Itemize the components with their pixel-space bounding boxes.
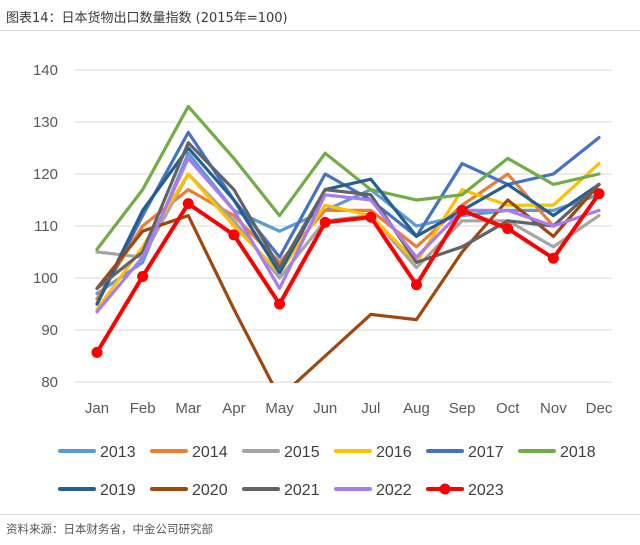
legend-label-2019: 2019 xyxy=(100,482,136,499)
x-tick-label: Oct xyxy=(496,400,520,417)
legend-label-2016: 2016 xyxy=(376,444,412,461)
y-tick-label: 120 xyxy=(33,166,58,183)
point-2023 xyxy=(137,270,149,282)
series-line-2022 xyxy=(95,156,601,314)
point-2023 xyxy=(365,211,377,223)
point-2023 xyxy=(547,252,559,264)
x-tick-labels: Jan Feb Mar Apr May Jun Jul Aug Sep Oct Nov Dec xyxy=(85,400,613,417)
y-tick-label: 140 xyxy=(33,62,58,79)
legend-label-2020: 2020 xyxy=(192,482,228,499)
point-2023 xyxy=(228,229,240,241)
series-line-2017 xyxy=(95,130,601,306)
point-2023 xyxy=(456,204,468,216)
source-divider xyxy=(0,514,640,515)
y-tick-label: 130 xyxy=(33,114,58,131)
point-2023 xyxy=(502,223,514,235)
x-tick-label: Dec xyxy=(586,400,613,417)
y-tick-label: 90 xyxy=(41,322,58,339)
x-tick-label: Sep xyxy=(449,400,476,417)
legend-label-2021: 2021 xyxy=(284,482,320,499)
y-tick-label: 80 xyxy=(41,374,58,391)
title-divider xyxy=(0,30,640,31)
series-line-2023 xyxy=(95,191,601,355)
legend-label-2015: 2015 xyxy=(284,444,320,461)
point-2023 xyxy=(593,188,605,200)
legend-label-2013: 2013 xyxy=(100,444,136,461)
legend-label-2017: 2017 xyxy=(468,444,504,461)
x-tick-label: Mar xyxy=(175,400,201,417)
legend-marker-2023 xyxy=(439,483,451,495)
x-tick-label: Nov xyxy=(540,400,567,417)
x-tick-label: May xyxy=(265,400,294,417)
legend-label-2023: 2023 xyxy=(468,482,504,499)
legend-label-2018: 2018 xyxy=(560,444,596,461)
x-tick-label: Feb xyxy=(130,400,156,417)
legend: 2013 2014 2015 2016 2017 2018 2019 2020 2021 2022… xyxy=(58,444,596,499)
x-tick-label: Aug xyxy=(403,400,430,417)
point-2023 xyxy=(274,298,286,310)
x-tick-label: Apr xyxy=(222,400,245,417)
x-tick-label: Jan xyxy=(85,400,109,417)
line-chart: 80 90 100 110 120 130 140 Jan Feb Mar Apr May Jun Ju… xyxy=(33,62,613,499)
series-line-2021 xyxy=(95,141,601,290)
legend-label-2014: 2014 xyxy=(192,444,228,461)
point-2023 xyxy=(410,279,422,291)
point-2023 xyxy=(182,198,194,210)
y-tick-labels: 80 90 100 110 120 130 140 xyxy=(33,62,58,391)
y-tick-label: 110 xyxy=(34,218,58,235)
y-tick-label: 100 xyxy=(33,270,58,287)
point-2023 xyxy=(91,346,103,358)
chart-title: 图表14：日本货物出口数量指数 (2015年=100) xyxy=(6,11,288,26)
source-note: 资料来源：日本财务省，中金公司研究部 xyxy=(6,522,213,536)
x-tick-label: Jul xyxy=(361,400,380,417)
point-2023 xyxy=(319,216,331,228)
series-lines xyxy=(91,104,605,383)
legend-label-2022: 2022 xyxy=(376,482,412,499)
x-tick-label: Jun xyxy=(313,400,337,417)
series-line-2018 xyxy=(95,104,601,251)
